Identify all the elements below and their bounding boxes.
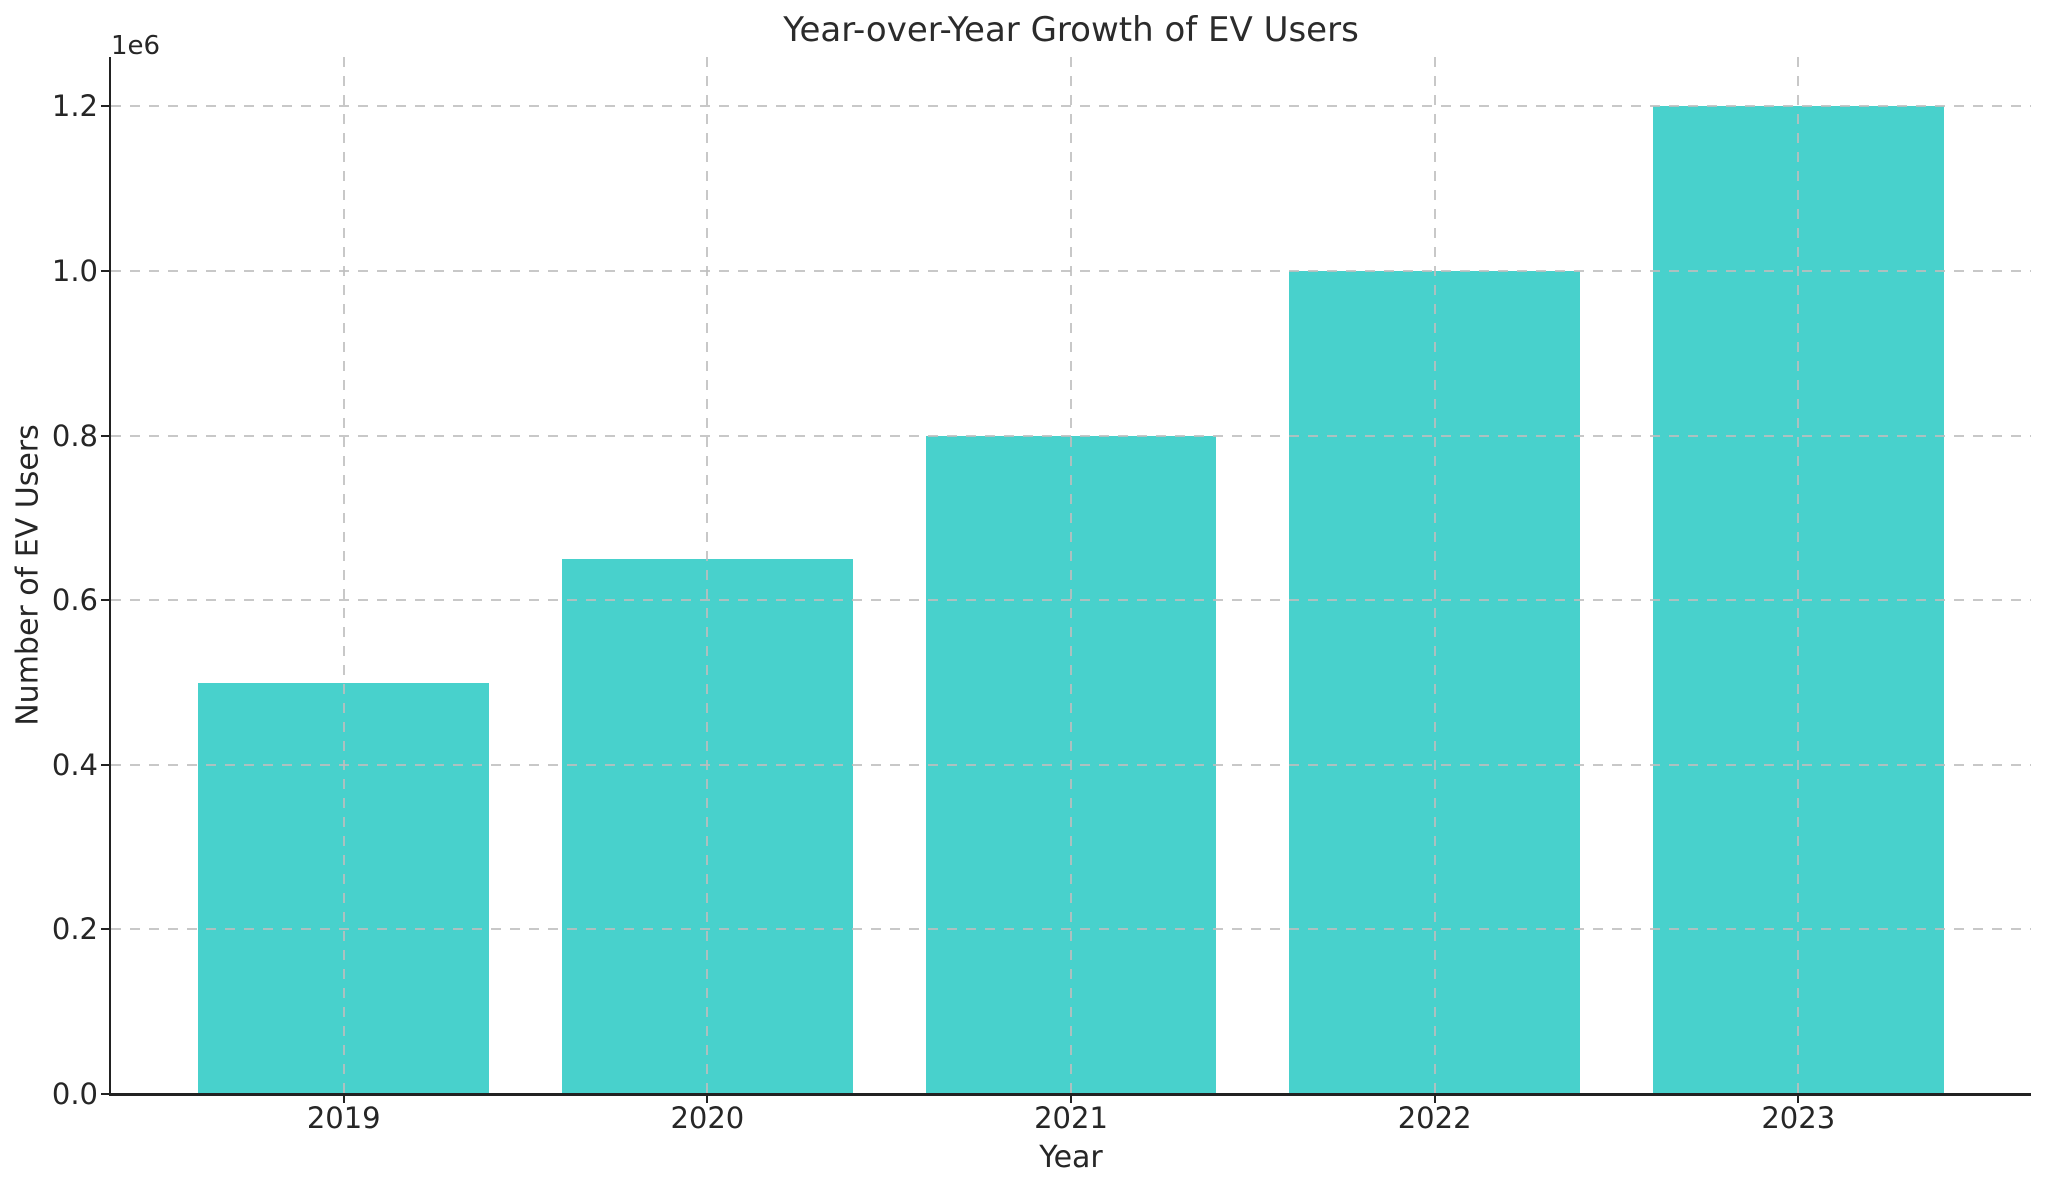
x-tick-mark-2021 xyxy=(1070,1094,1072,1103)
x-axis-label: Year xyxy=(1039,1140,1103,1175)
gridline-x-2023 xyxy=(1797,57,1800,1094)
gridline-x-2020 xyxy=(706,57,709,1094)
gridline-x-2022 xyxy=(1433,57,1436,1094)
y-tick-label-0.6: 0.6 xyxy=(51,583,98,618)
gridline-x-2021 xyxy=(1070,57,1072,1094)
x-tick-mark-2019 xyxy=(342,1094,345,1103)
x-tick-label-2020: 2020 xyxy=(670,1101,745,1135)
y-tick-mark-1.0 xyxy=(101,269,111,272)
y-tick-label-0.4: 0.4 xyxy=(51,747,98,782)
y-axis-offset-label: 1e6 xyxy=(111,31,161,61)
plot-area: 0.0 0.2 0.4 0.6 0.8 1.0 1.2 2019 2020 2021 2022 202… xyxy=(52,57,2031,1135)
x-tick-mark-2022 xyxy=(1433,1094,1436,1103)
y-tick-label-1.2: 1.2 xyxy=(51,89,98,124)
y-tick-mark-0.2 xyxy=(101,928,111,931)
x-tick-mark-2023 xyxy=(1797,1094,1800,1103)
y-tick-label-1.0: 1.0 xyxy=(51,253,98,288)
x-tick-mark-2020 xyxy=(706,1094,709,1103)
y-tick-label-0.0: 0.0 xyxy=(51,1077,98,1111)
y-axis-label: Number of EV Users xyxy=(10,424,46,726)
x-tick-label-2021: 2021 xyxy=(1034,1101,1108,1135)
y-tick-mark-0.4 xyxy=(101,763,111,766)
x-tick-label-2022: 2022 xyxy=(1397,1101,1472,1135)
y-tick-label-0.8: 0.8 xyxy=(51,418,98,453)
y-tick-mark-1.2 xyxy=(101,105,111,108)
y-tick-label-0.2: 0.2 xyxy=(51,912,98,947)
x-tick-label-2023: 2023 xyxy=(1761,1101,1836,1135)
y-tick-mark-0.0 xyxy=(101,1093,111,1095)
chart-title: Year-over-Year Growth of EV Users xyxy=(783,10,1359,50)
y-tick-mark-0.8 xyxy=(101,434,111,437)
gridline-x-2019 xyxy=(342,57,345,1094)
x-tick-label-2019: 2019 xyxy=(306,1101,381,1135)
y-tick-mark-0.6 xyxy=(101,599,111,602)
y-axis-spine xyxy=(109,57,111,1096)
